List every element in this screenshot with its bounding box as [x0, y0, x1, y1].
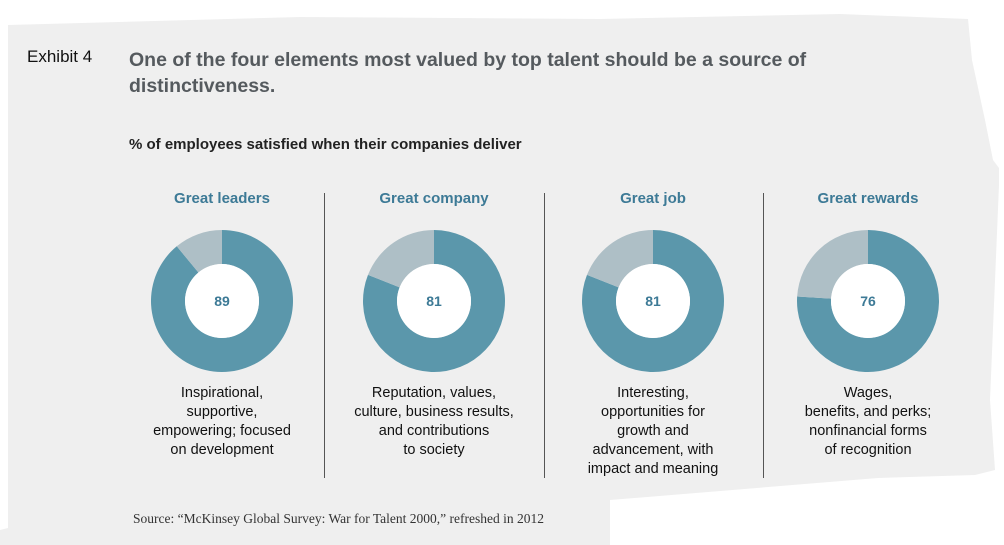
donut-slice-remainder: [797, 230, 868, 299]
donut-value-label: 81: [645, 293, 661, 309]
donut-center: [616, 264, 690, 338]
panel-description: Reputation, values, culture, business re…: [354, 385, 514, 458]
panel-title: Great leaders: [174, 190, 270, 207]
donut-chart: 76: [797, 230, 939, 372]
source-note: Source: “McKinsey Global Survey: War for…: [133, 511, 544, 526]
panel-great-leaders: Great leaders 89 Inspirational, supporti…: [114, 188, 330, 460]
panel-divider: [544, 193, 545, 478]
panel-description: Wages, benefits, and perks; nonfinancial…: [804, 385, 932, 458]
donut-chart: 81: [363, 230, 505, 372]
donut-center: [831, 264, 905, 338]
donut-chart: 89: [151, 230, 293, 372]
panel-great-job: Great job 81 Interesting, opportunities …: [545, 188, 761, 479]
panel-great-rewards: Great rewards 76 Wages, benefits, and pe…: [760, 188, 976, 460]
panel-divider: [324, 193, 325, 478]
donut-slice-satisfied: [363, 230, 505, 372]
donut-slice-remainder: [176, 230, 222, 273]
donut-center: [185, 264, 259, 338]
donut-slice-satisfied: [582, 230, 724, 372]
panel-title: Great rewards: [817, 190, 919, 207]
donut-value-label: 81: [426, 293, 442, 309]
panel-great-company: Great company 81 Reputation, values, cul…: [326, 188, 542, 460]
donut-value-label: 76: [860, 293, 876, 309]
donut-center: [397, 264, 471, 338]
donut-slice-satisfied: [797, 230, 939, 372]
donut-chart: 81: [582, 230, 724, 372]
panel-description: Interesting, opportunities for growth an…: [587, 385, 719, 477]
panel-title: Great job: [620, 190, 686, 207]
chart-subtitle: % of employees satisfied when their comp…: [129, 136, 522, 153]
exhibit-label: Exhibit 4: [27, 47, 93, 66]
donut-value-label: 89: [214, 293, 230, 309]
donut-slice-remainder: [586, 230, 653, 288]
donut-slice-satisfied: [151, 230, 293, 372]
donut-slice-remainder: [367, 230, 434, 288]
panel-title: Great company: [379, 190, 489, 207]
chart-title: One of the four elements most valued by …: [129, 49, 807, 97]
panel-divider: [763, 193, 764, 478]
panel-description: Inspirational, supportive, empowering; f…: [153, 385, 291, 458]
